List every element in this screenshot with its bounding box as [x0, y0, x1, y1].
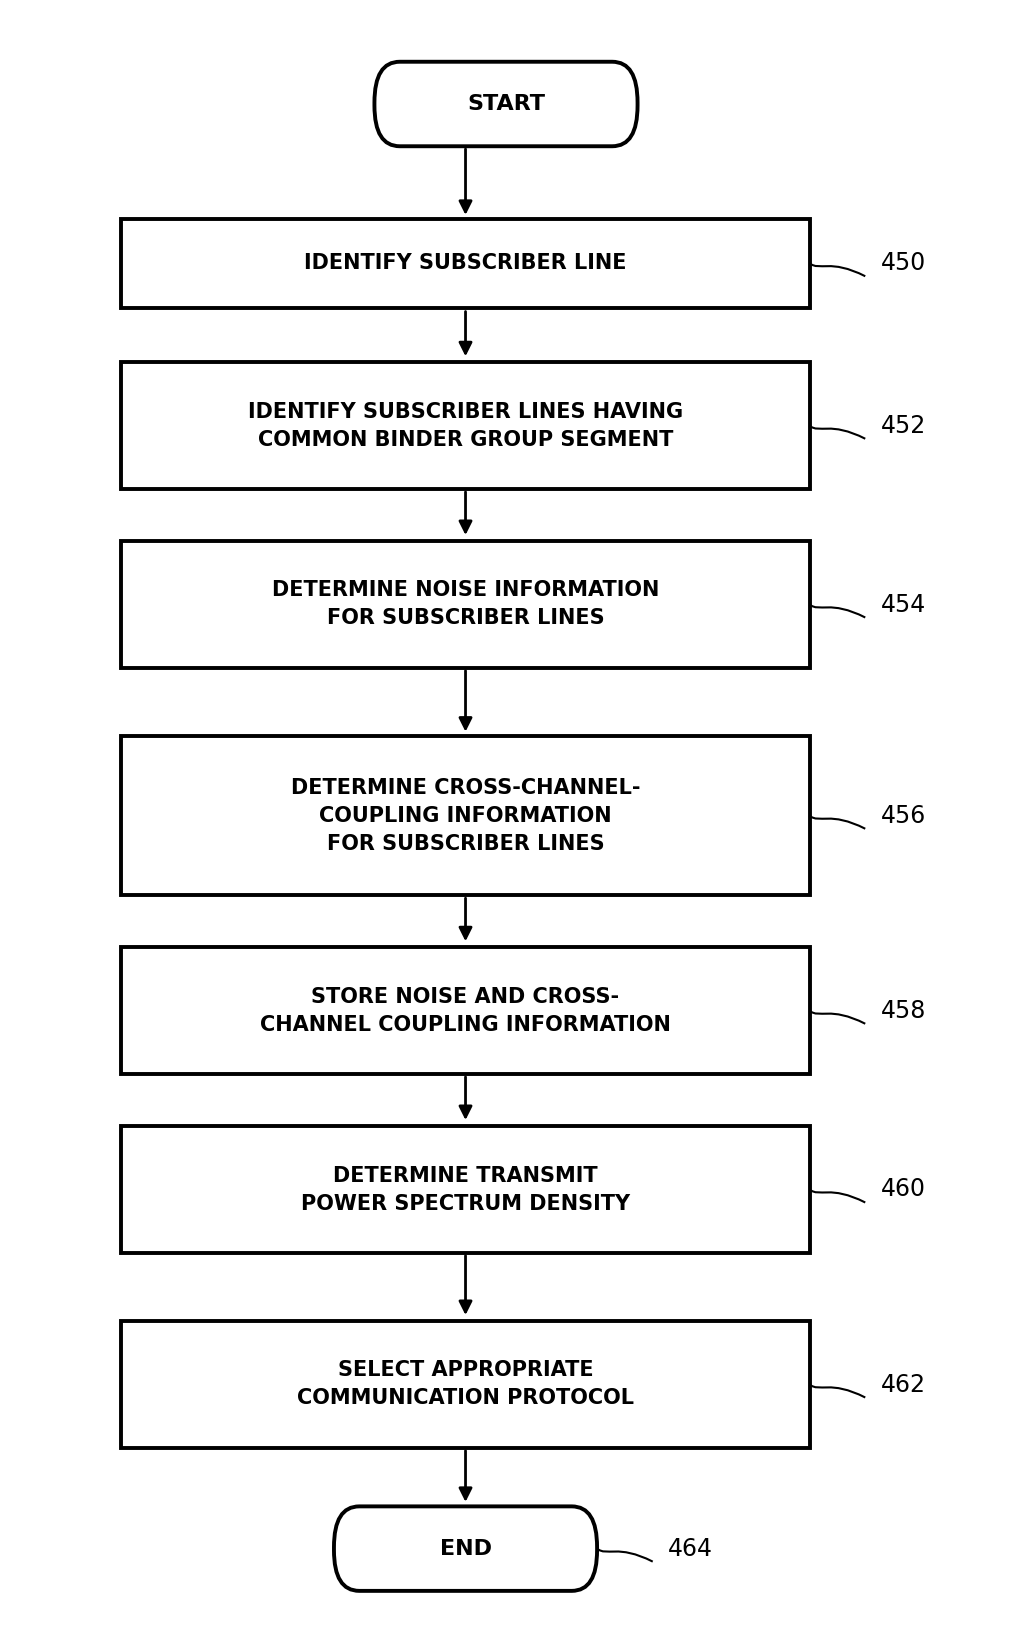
Text: 464: 464: [667, 1537, 712, 1560]
Text: START: START: [466, 94, 545, 114]
FancyBboxPatch shape: [121, 1126, 809, 1253]
Text: DETERMINE NOISE INFORMATION
FOR SUBSCRIBER LINES: DETERMINE NOISE INFORMATION FOR SUBSCRIB…: [272, 580, 658, 629]
Text: DETERMINE TRANSMIT
POWER SPECTRUM DENSITY: DETERMINE TRANSMIT POWER SPECTRUM DENSIT…: [300, 1165, 630, 1214]
FancyBboxPatch shape: [334, 1506, 596, 1591]
FancyBboxPatch shape: [121, 362, 809, 489]
Text: 460: 460: [880, 1178, 924, 1201]
FancyBboxPatch shape: [121, 736, 809, 895]
Text: 454: 454: [880, 593, 925, 616]
Text: DETERMINE CROSS-CHANNEL-
COUPLING INFORMATION
FOR SUBSCRIBER LINES: DETERMINE CROSS-CHANNEL- COUPLING INFORM…: [290, 778, 640, 853]
FancyBboxPatch shape: [121, 947, 809, 1074]
FancyBboxPatch shape: [121, 541, 809, 668]
Text: STORE NOISE AND CROSS-
CHANNEL COUPLING INFORMATION: STORE NOISE AND CROSS- CHANNEL COUPLING …: [260, 986, 670, 1035]
FancyBboxPatch shape: [374, 62, 637, 146]
Text: IDENTIFY SUBSCRIBER LINES HAVING
COMMON BINDER GROUP SEGMENT: IDENTIFY SUBSCRIBER LINES HAVING COMMON …: [248, 401, 682, 450]
Text: 458: 458: [880, 999, 925, 1022]
Text: 462: 462: [880, 1373, 924, 1396]
Text: IDENTIFY SUBSCRIBER LINE: IDENTIFY SUBSCRIBER LINE: [304, 254, 626, 273]
FancyBboxPatch shape: [121, 1321, 809, 1448]
Text: 450: 450: [880, 252, 925, 275]
Text: 456: 456: [880, 804, 925, 827]
Text: END: END: [439, 1539, 491, 1558]
Text: 452: 452: [880, 414, 925, 437]
FancyBboxPatch shape: [121, 218, 809, 309]
Text: SELECT APPROPRIATE
COMMUNICATION PROTOCOL: SELECT APPROPRIATE COMMUNICATION PROTOCO…: [296, 1360, 634, 1409]
